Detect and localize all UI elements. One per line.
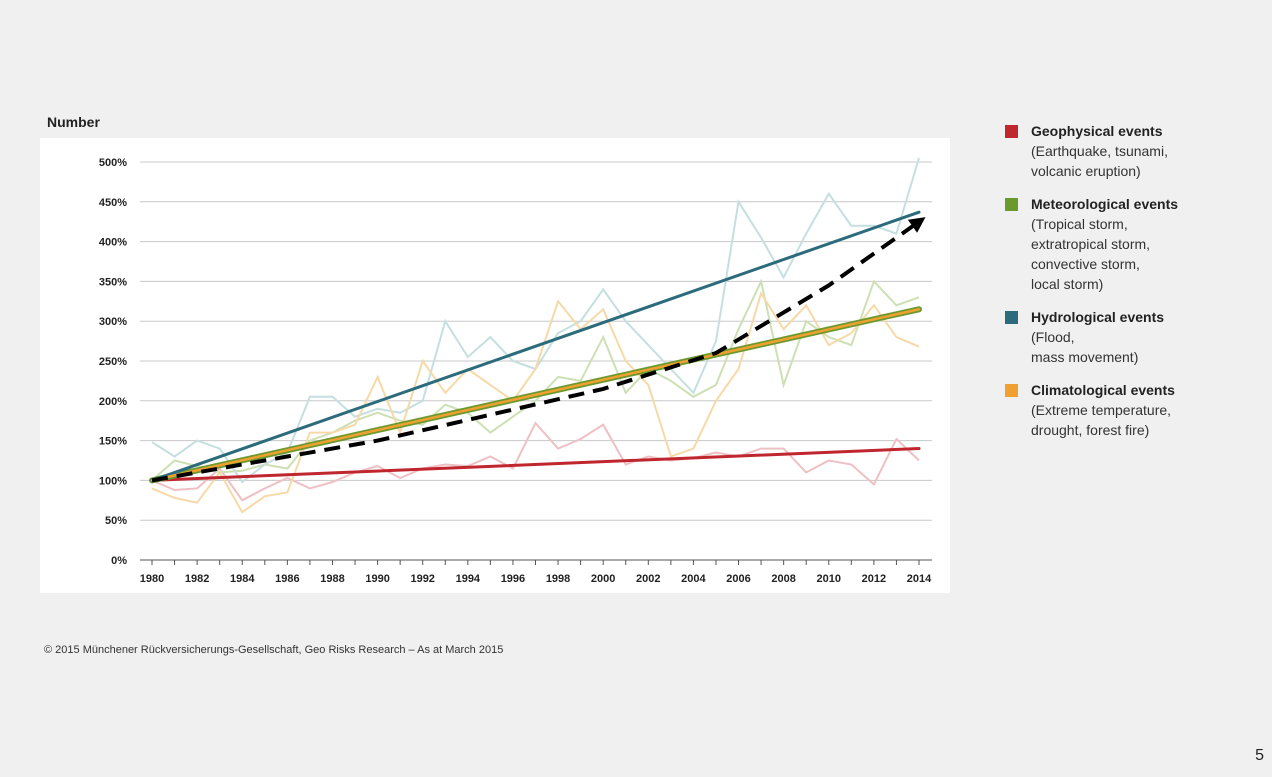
y-tick-label: 200%	[99, 396, 127, 408]
y-tick-label: 50%	[105, 515, 127, 527]
y-tick-label: 300%	[99, 316, 127, 328]
series-line-meteorological	[151, 278, 920, 482]
legend-item-hydrological: Hydrological events (Flood, mass movement…	[1005, 308, 1265, 367]
y-tick-label: 450%	[99, 197, 127, 209]
legend-title: Climatological events	[1031, 382, 1175, 398]
y-axis-title: Number	[47, 114, 100, 130]
y-tick-label: 350%	[99, 276, 127, 288]
trend-lines	[149, 210, 922, 484]
series-line-hydrological	[151, 157, 920, 484]
series-line-climatological	[151, 290, 920, 514]
x-tick-label: 1998	[546, 573, 570, 585]
page-number: 5	[1255, 747, 1264, 764]
x-tick-label: 1994	[456, 573, 481, 585]
x-tick-label: 1980	[140, 573, 164, 585]
legend-desc: (Flood, mass movement)	[1031, 329, 1139, 365]
y-tick-label: 400%	[99, 237, 127, 249]
legend-item-geophysical: Geophysical events (Earthquake, tsunami,…	[1005, 122, 1265, 181]
legend-desc: (Earthquake, tsunami, volcanic eruption)	[1031, 143, 1168, 179]
series-line-geophysical	[151, 421, 920, 502]
y-tick-label: 100%	[99, 475, 127, 487]
overall-trend	[151, 217, 926, 483]
x-tick-label: 1986	[275, 573, 299, 585]
legend: Geophysical events (Earthquake, tsunami,…	[1005, 122, 1265, 454]
trend-line-geophysical	[150, 447, 921, 482]
x-tick-label: 1996	[501, 573, 525, 585]
legend-swatch	[1005, 384, 1018, 397]
dashed-trend-arrow	[151, 217, 926, 483]
x-tick-label: 1982	[185, 573, 209, 585]
x-tick-label: 1992	[410, 573, 434, 585]
axes: 0% 50% 100% 150% 200% 250% 300% 350% 400% 450% 500…	[99, 157, 932, 585]
trend-line-hydrological	[150, 210, 921, 482]
legend-desc: (Tropical storm, extratropical storm, conv…	[1031, 216, 1151, 292]
x-tick-label: 2006	[726, 573, 750, 585]
legend-title: Hydrological events	[1031, 309, 1165, 325]
y-tick-label: 150%	[99, 436, 127, 448]
x-tick-label: 2008	[771, 573, 795, 585]
legend-swatch	[1005, 311, 1018, 324]
legend-swatch	[1005, 198, 1018, 211]
legend-desc: (Extreme temperature, drought, forest fir…	[1031, 402, 1172, 438]
x-tick-label: 2000	[591, 573, 615, 585]
x-tick-label: 2010	[817, 573, 841, 585]
copyright-notice: © 2015 Münchener Rückversicherungs-Gesel…	[44, 644, 504, 656]
x-tick-label: 2014	[907, 573, 932, 585]
x-tick-label: 1988	[320, 573, 344, 585]
legend-swatch	[1005, 125, 1018, 138]
x-tick-label: 2004	[681, 573, 706, 585]
y-tick-label: 500%	[99, 157, 127, 169]
x-tick-label: 1990	[365, 573, 389, 585]
x-tick-label: 2002	[636, 573, 660, 585]
x-tick-label: 2012	[862, 573, 886, 585]
legend-item-climatological: Climatological events (Extreme temperatu…	[1005, 381, 1265, 440]
legend-title: Geophysical events	[1031, 123, 1163, 139]
chart-panel	[40, 138, 950, 593]
y-tick-label: 250%	[99, 356, 127, 368]
y-tick-label: 0%	[111, 555, 127, 567]
legend-item-meteorological: Meteorological events (Tropical storm, ex…	[1005, 195, 1265, 294]
legend-title: Meteorological events	[1031, 196, 1179, 212]
trend-line-climatological	[150, 308, 921, 482]
x-tick-label: 1984	[230, 573, 255, 585]
